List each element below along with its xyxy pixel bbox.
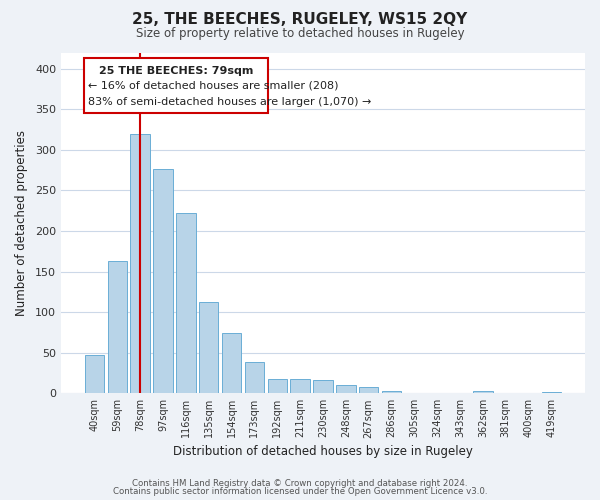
- Bar: [290, 378, 310, 394]
- FancyBboxPatch shape: [84, 58, 268, 114]
- Text: 83% of semi-detached houses are larger (1,070) →: 83% of semi-detached houses are larger (…: [88, 97, 371, 107]
- Bar: [85, 355, 104, 394]
- Text: Size of property relative to detached houses in Rugeley: Size of property relative to detached ho…: [136, 28, 464, 40]
- Bar: [154, 168, 173, 394]
- Bar: [245, 362, 264, 394]
- Bar: [107, 261, 127, 394]
- X-axis label: Distribution of detached houses by size in Rugeley: Distribution of detached houses by size …: [173, 444, 473, 458]
- Bar: [130, 134, 150, 394]
- Text: Contains HM Land Registry data © Crown copyright and database right 2024.: Contains HM Land Registry data © Crown c…: [132, 478, 468, 488]
- Bar: [176, 213, 196, 394]
- Bar: [542, 392, 561, 394]
- Text: Contains public sector information licensed under the Open Government Licence v3: Contains public sector information licen…: [113, 487, 487, 496]
- Bar: [222, 334, 241, 394]
- Text: ← 16% of detached houses are smaller (208): ← 16% of detached houses are smaller (20…: [88, 81, 338, 91]
- Text: 25 THE BEECHES: 79sqm: 25 THE BEECHES: 79sqm: [99, 66, 253, 76]
- Bar: [359, 387, 379, 394]
- Bar: [336, 385, 356, 394]
- Bar: [268, 378, 287, 394]
- Text: 25, THE BEECHES, RUGELEY, WS15 2QY: 25, THE BEECHES, RUGELEY, WS15 2QY: [133, 12, 467, 28]
- Bar: [199, 302, 218, 394]
- Bar: [313, 380, 332, 394]
- Y-axis label: Number of detached properties: Number of detached properties: [15, 130, 28, 316]
- Bar: [473, 391, 493, 394]
- Bar: [382, 391, 401, 394]
